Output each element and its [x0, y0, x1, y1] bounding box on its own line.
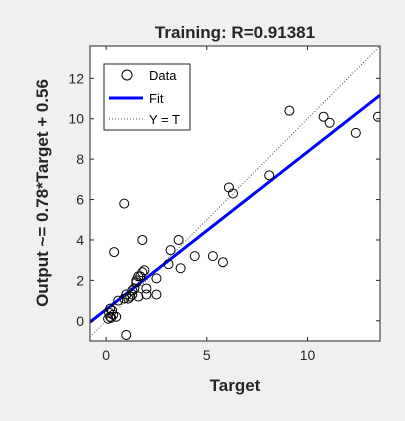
data-point — [139, 265, 150, 276]
x-axis-label: Target — [210, 376, 261, 395]
data-point — [141, 289, 152, 300]
data-point — [141, 283, 152, 294]
data-point — [113, 295, 124, 306]
data-point — [127, 289, 138, 300]
data-point — [137, 267, 148, 278]
data-point — [324, 117, 335, 128]
legend-data-label: Data — [149, 68, 177, 83]
data-point — [173, 234, 184, 245]
ticks-layer: 0 5 10 0 2 4 6 8 10 12 — [68, 46, 380, 363]
data-point — [264, 170, 275, 181]
data-point — [109, 247, 120, 258]
data-point — [217, 257, 228, 268]
legend-fit-label: Fit — [149, 91, 164, 106]
chart-title: Training: R=0.91381 — [155, 23, 315, 42]
data-point — [284, 105, 295, 116]
x-tick-label: 0 — [102, 347, 110, 363]
data-point — [105, 303, 116, 314]
legend-data-marker — [121, 69, 133, 81]
y-axis-label: Output ~= 0.78*Target + 0.56 — [33, 79, 52, 307]
data-point — [129, 283, 140, 294]
data-point — [163, 259, 174, 270]
y-tick-label: 2 — [76, 272, 84, 288]
data-point — [372, 111, 380, 122]
data-point — [133, 291, 144, 302]
points-layer — [103, 105, 380, 340]
data-point — [105, 311, 116, 322]
identity-line — [90, 46, 380, 338]
y-tick-label: 10 — [68, 111, 84, 127]
x-tick-label: 5 — [203, 347, 211, 363]
data-point — [125, 291, 136, 302]
y-tick-label: 6 — [76, 192, 84, 208]
data-point — [165, 245, 176, 256]
y-tick-label: 0 — [76, 313, 84, 329]
data-point — [121, 329, 132, 340]
data-point — [151, 289, 162, 300]
data-point — [108, 309, 119, 320]
data-point — [137, 234, 148, 245]
data-point — [318, 111, 329, 122]
data-point — [350, 127, 361, 138]
data-point — [189, 251, 200, 262]
data-point — [111, 311, 122, 322]
data-point — [119, 198, 130, 209]
plot-frame — [89, 45, 381, 342]
data-point — [127, 285, 138, 296]
data-point — [207, 251, 218, 262]
y-tick-label: 4 — [76, 232, 84, 248]
data-point — [151, 273, 162, 284]
x-tick-label: 10 — [300, 347, 316, 363]
y-tick-label: 12 — [68, 70, 84, 86]
legend-yt-label: Y = T — [149, 112, 180, 127]
data-point — [175, 263, 186, 274]
legend: Data Fit Y = T — [103, 63, 191, 131]
data-point — [227, 188, 238, 199]
y-tick-label: 8 — [76, 151, 84, 167]
data-point — [119, 293, 130, 304]
